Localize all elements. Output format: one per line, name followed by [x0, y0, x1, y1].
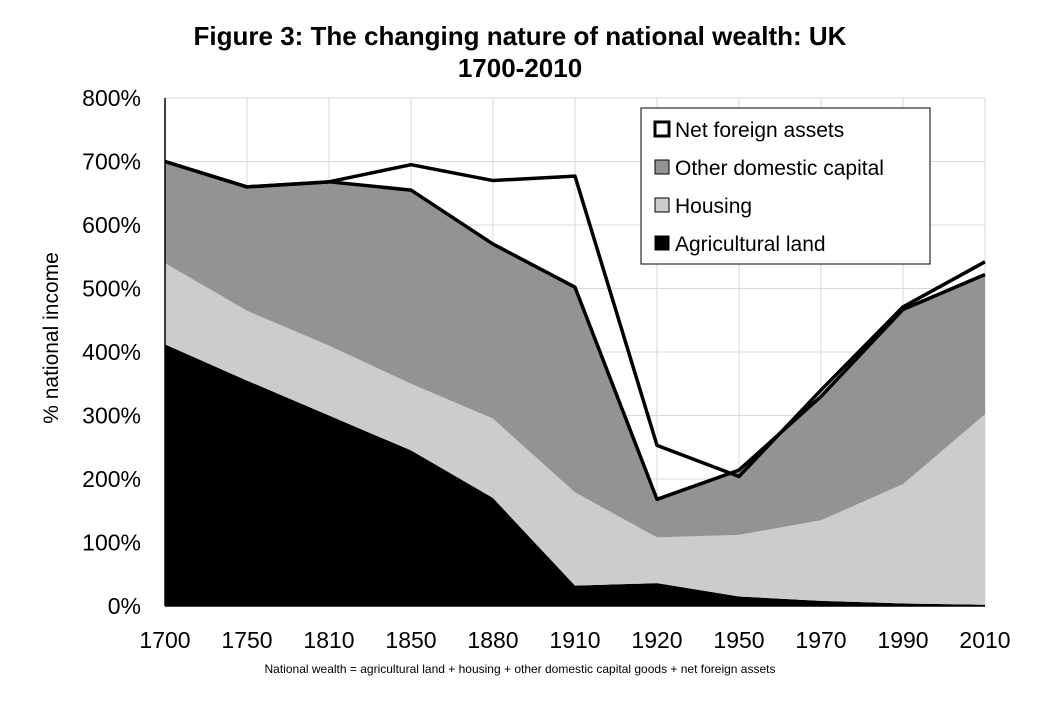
area-series	[165, 161, 985, 606]
x-tick-label: 1950	[713, 627, 764, 653]
x-tick-label: 1810	[303, 627, 354, 653]
area-other-domestic-capital	[165, 161, 985, 538]
legend-label-agricultural-land: Agricultural land	[675, 233, 826, 256]
area-housing	[165, 263, 985, 605]
y-axis-label: % national income	[40, 252, 63, 424]
x-tick-label: 1970	[795, 627, 846, 653]
line-national-wealth	[164, 159, 986, 479]
footnote: National wealth = agricultural land + ho…	[264, 662, 776, 676]
x-tick-label: 1880	[467, 627, 518, 653]
legend: Net foreign assets Other domestic capital…	[640, 107, 931, 265]
y-tick-labels: 0% 100% 200% 300% 400% 500% 600% 700% 800%	[82, 85, 141, 619]
legend-swatch-net-foreign-assets	[653, 120, 671, 138]
x-tick-label: 1750	[221, 627, 272, 653]
x-tick-label: 2010	[959, 627, 1010, 653]
y-tick-label: 300%	[82, 403, 141, 429]
x-tick-label: 1850	[385, 627, 436, 653]
y-tick-label: 200%	[82, 466, 141, 492]
axes	[164, 98, 985, 607]
legend-box	[640, 107, 931, 265]
legend-swatch-other-domestic-capital	[654, 159, 670, 175]
legend-swatch-agricultural-land	[654, 235, 670, 251]
x-tick-labels: 1700 1750 1810 1850 1880 1910 1920 1950 1970 1990…	[139, 627, 1010, 653]
y-tick-label: 100%	[82, 530, 141, 556]
y-tick-label: 700%	[82, 149, 141, 175]
y-tick-label: 800%	[82, 85, 141, 111]
legend-label-other-domestic-capital: Other domestic capital	[675, 157, 884, 180]
legend-label-housing: Housing	[675, 195, 752, 218]
legend-swatch-housing	[654, 197, 670, 213]
x-tick-label: 1990	[877, 627, 928, 653]
area-agricultural-land	[165, 344, 985, 606]
legend-label-net-foreign-assets: Net foreign assets	[675, 119, 844, 142]
chart-title-line2: 1700-2010	[457, 53, 583, 83]
y-tick-label: 600%	[82, 212, 141, 238]
x-tick-label: 1910	[549, 627, 600, 653]
chart-title-line1: Figure 3: The changing nature of nationa…	[193, 21, 847, 51]
y-tick-label: 0%	[108, 593, 141, 619]
y-tick-label: 400%	[82, 339, 141, 365]
x-tick-label: 1700	[139, 627, 190, 653]
x-tick-label: 1920	[631, 627, 682, 653]
outline-lines	[164, 159, 986, 502]
y-tick-label: 500%	[82, 276, 141, 302]
